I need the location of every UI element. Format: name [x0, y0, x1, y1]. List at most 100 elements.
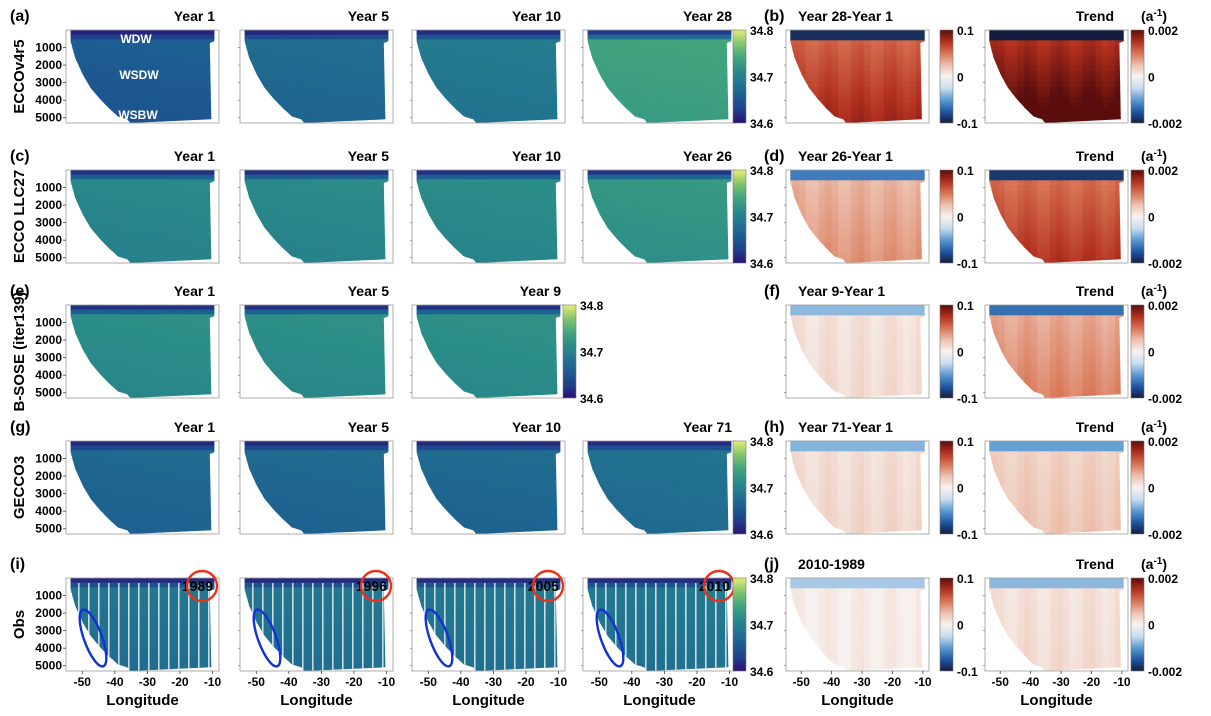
- field-cell: [284, 188, 292, 194]
- field-cell: [844, 107, 852, 114]
- field-cell: [494, 179, 502, 185]
- field-cell: [1056, 97, 1064, 103]
- field-cell: [117, 170, 124, 176]
- field-cell: [520, 44, 528, 50]
- field-cell: [1121, 50, 1124, 57]
- field-cell: [539, 67, 547, 73]
- field-cell: [640, 71, 648, 78]
- field-cell: [799, 35, 807, 41]
- field-cell: [78, 170, 86, 176]
- field-cell: [659, 85, 667, 92]
- field-cell: [431, 211, 439, 218]
- field-cell: [97, 76, 105, 82]
- field-cell: [78, 235, 86, 241]
- field-cell: [812, 66, 820, 72]
- field-cell: [475, 81, 483, 87]
- field-cell: [507, 202, 515, 208]
- field-cell: [303, 197, 311, 204]
- field-cell: [316, 57, 324, 64]
- field-cell: [989, 35, 993, 41]
- field-cell: [329, 39, 337, 45]
- field-cell: [129, 104, 137, 110]
- field-cell: [825, 102, 833, 109]
- field-cell: [488, 67, 496, 73]
- field-cell: [539, 235, 547, 241]
- field-cell: [380, 179, 388, 185]
- field-cell: [161, 81, 169, 87]
- field-cell: [640, 113, 648, 119]
- field-cell: [291, 239, 298, 246]
- field-cell: [653, 253, 661, 259]
- field-cell: [494, 197, 502, 204]
- field-cell: [634, 109, 641, 115]
- field-cell: [310, 211, 318, 218]
- field-cell: [284, 57, 292, 64]
- field-cell: [805, 92, 813, 98]
- field-cell: [488, 118, 496, 123]
- field-cell: [602, 81, 610, 87]
- field-cell: [723, 109, 731, 115]
- field-cell: [1108, 92, 1116, 98]
- field-cell: [168, 113, 175, 119]
- field-cell: [316, 230, 324, 236]
- field-cell: [291, 95, 298, 101]
- field-cell: [278, 81, 286, 87]
- field-cell: [883, 102, 891, 109]
- field-cell: [437, 90, 445, 96]
- field-cell: [329, 183, 337, 190]
- field-cell: [123, 95, 131, 101]
- field-cell: [1011, 112, 1019, 119]
- field-cell: [303, 193, 311, 199]
- field-cell: [450, 174, 458, 180]
- field-cell: [123, 30, 131, 36]
- field-cell: [533, 249, 541, 255]
- field-cell: [85, 216, 93, 222]
- field-cell: [193, 85, 201, 92]
- field-cell: [475, 30, 483, 36]
- field-cell: [168, 81, 175, 87]
- field-cell: [246, 202, 254, 208]
- field-cell: [589, 44, 597, 50]
- field-cell: [329, 81, 337, 87]
- field-cell: [716, 225, 724, 232]
- field-cell: [552, 99, 560, 106]
- field-cell: [507, 211, 515, 218]
- field-cell: [989, 55, 993, 62]
- field-cell: [653, 76, 661, 82]
- field-cell: [380, 76, 388, 82]
- field-cell: [533, 230, 541, 236]
- field-cell: [117, 57, 124, 64]
- field-cell: [265, 48, 273, 54]
- field-cell: [587, 71, 590, 78]
- field-cell: [431, 104, 439, 110]
- field-cell: [501, 76, 509, 82]
- field-cell: [608, 53, 616, 59]
- field-cell: [602, 113, 610, 119]
- field-cell: [174, 34, 182, 40]
- field-cell: [297, 48, 305, 54]
- field-cell: [72, 30, 80, 36]
- field-cell: [91, 71, 99, 78]
- field-cell: [903, 175, 911, 181]
- field-cell: [533, 211, 541, 218]
- field-cell: [148, 44, 156, 50]
- field-cell: [110, 53, 118, 59]
- field-cell: [589, 174, 597, 180]
- field-cell: [168, 239, 175, 246]
- field-cell: [259, 253, 267, 259]
- field-cell: [148, 197, 156, 204]
- field-cell: [70, 90, 73, 96]
- field-cell: [373, 216, 381, 222]
- field-cell: [812, 180, 820, 187]
- field-cell: [587, 193, 590, 199]
- field-cell: [310, 225, 318, 232]
- field-cell: [284, 221, 292, 227]
- field-cell: [838, 112, 846, 119]
- field-cell: [206, 67, 214, 73]
- field-cell: [1076, 107, 1084, 114]
- field-cell: [70, 30, 73, 36]
- field-cell: [475, 193, 483, 199]
- field-cell: [244, 99, 247, 106]
- field-cell: [244, 179, 247, 185]
- field-cell: [716, 57, 724, 64]
